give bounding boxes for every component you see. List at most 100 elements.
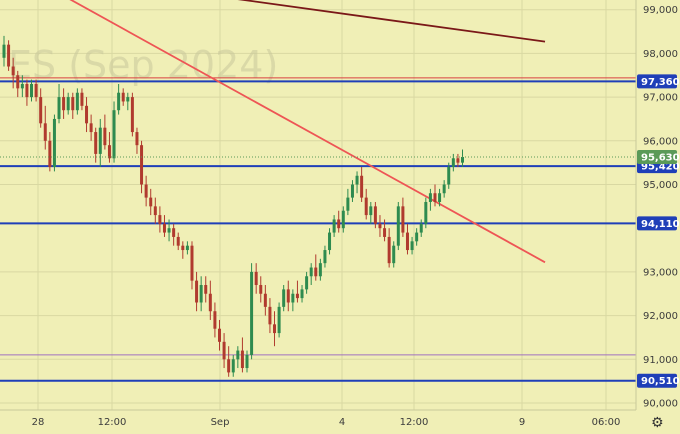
y-tick-label: 98,000 (643, 49, 678, 60)
x-tick-label: 4 (339, 417, 345, 428)
candle (268, 298, 272, 334)
current-price-badge: 95,630 (637, 149, 680, 164)
candle-body (181, 245, 185, 251)
trendline-1 (237, 0, 546, 43)
candle-body (204, 285, 208, 294)
candle (222, 333, 226, 369)
candle (401, 197, 405, 237)
candle (66, 92, 70, 115)
candle (360, 167, 364, 202)
candle (346, 188, 350, 216)
candle-body (355, 175, 359, 185)
candle (20, 75, 24, 98)
candle (98, 118, 102, 168)
candle-body (167, 228, 171, 233)
candle-body (98, 127, 102, 154)
gear-icon[interactable]: ⚙ (651, 415, 664, 431)
candle-body (71, 97, 75, 111)
candle-body (43, 123, 47, 141)
candle (231, 354, 235, 377)
current-price-badge-label: 95,630 (641, 152, 680, 163)
candle-body (107, 145, 111, 159)
candle (250, 263, 254, 360)
candle (369, 201, 373, 224)
candle-body (20, 83, 24, 89)
time-axis[interactable]: 28 12:00 Sep 4 12:00 9 06:00 (32, 417, 621, 428)
candle (273, 311, 277, 347)
price-axis[interactable]: 99,000 98,000 97,000 96,000 95,000 93,000 92,0… (643, 5, 678, 409)
candle (34, 79, 38, 102)
candle-body (112, 110, 116, 159)
candle-body (401, 206, 405, 233)
candle-body (89, 123, 93, 133)
y-tick-label: 96,000 (643, 136, 678, 147)
candle-body (176, 236, 180, 246)
candle-body (121, 92, 125, 102)
candle-body (346, 197, 350, 211)
candle-body (217, 328, 221, 342)
candle (341, 206, 345, 233)
candle-body (222, 341, 226, 360)
candle-body (456, 158, 460, 163)
y-tick-label: 99,000 (643, 5, 678, 16)
candle (387, 228, 391, 268)
candle (48, 132, 52, 172)
candle-body (52, 118, 56, 168)
candle (428, 188, 432, 211)
candle-body (208, 293, 212, 312)
candle (172, 223, 176, 246)
candle-body (254, 271, 258, 286)
candle (373, 201, 377, 229)
candle (149, 188, 153, 216)
candle-body (369, 206, 373, 216)
candle-body (62, 97, 66, 111)
candle-body (75, 92, 79, 111)
candle (112, 101, 116, 163)
y-tick-label: 95,000 (643, 180, 678, 191)
candle-body (30, 83, 34, 98)
candle (396, 201, 400, 251)
candle (7, 40, 11, 71)
candle-body (337, 219, 341, 229)
candle-body (57, 97, 61, 119)
candle-body (378, 223, 382, 229)
candle-body (130, 97, 134, 133)
candle (245, 350, 249, 373)
candle-body (396, 206, 400, 246)
candle-body (158, 215, 162, 224)
y-tick-label: 97,000 (643, 93, 678, 104)
trendline-0 (69, 0, 546, 264)
candle-body (16, 75, 20, 89)
candle-body (328, 232, 332, 251)
candle (94, 127, 98, 163)
candle (140, 140, 144, 194)
x-tick-label: 06:00 (592, 417, 621, 428)
candle (107, 132, 111, 163)
level-badge-3-label: 90,510 (641, 376, 680, 387)
candle (410, 236, 414, 255)
candle (71, 92, 75, 119)
candle (190, 241, 194, 290)
candle-body (451, 158, 455, 168)
x-tick-label: 12:00 (400, 417, 429, 428)
candle-body (282, 289, 286, 307)
candle (135, 127, 139, 154)
candle-body (263, 293, 267, 307)
candle (438, 188, 442, 207)
candle (121, 88, 125, 106)
symbol-watermark: ES (Sep 2024) (8, 43, 278, 87)
candle-body (323, 250, 327, 264)
candle-body (259, 285, 263, 294)
candle (328, 228, 332, 255)
candle (305, 271, 309, 294)
candle-body (199, 285, 203, 303)
candle-body (277, 306, 281, 334)
candle-body (149, 197, 153, 207)
level-badge-0: 97,360 (637, 74, 680, 89)
candle (263, 285, 267, 316)
candle (461, 149, 464, 168)
candle-body (94, 132, 98, 154)
candle-body (318, 263, 322, 277)
x-tick-label: 12:00 (98, 417, 127, 428)
